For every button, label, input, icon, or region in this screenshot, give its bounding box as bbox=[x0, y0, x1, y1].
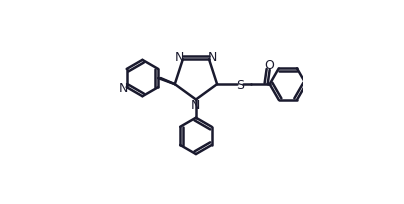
Text: N: N bbox=[119, 81, 128, 94]
Text: N: N bbox=[175, 50, 185, 63]
Text: N: N bbox=[191, 99, 201, 112]
Text: O: O bbox=[265, 59, 275, 72]
Text: N: N bbox=[207, 50, 217, 63]
Text: S: S bbox=[236, 78, 244, 91]
